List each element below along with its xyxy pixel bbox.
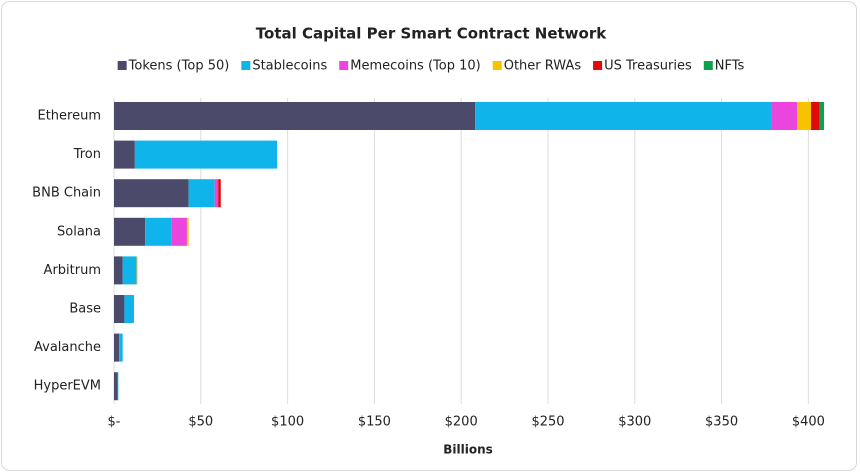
bar-segment [117, 372, 119, 401]
y-tick-label: Avalanche [34, 340, 101, 355]
x-tick-label: $50 [188, 415, 213, 430]
legend-swatch [492, 61, 502, 70]
bar-segment [124, 295, 134, 323]
legend-label: Other RWAs [504, 59, 582, 74]
legend-swatch [593, 61, 603, 70]
x-tick-label: $350 [705, 415, 738, 430]
legend-swatch [117, 61, 127, 70]
bar-segment [797, 102, 811, 130]
y-tick-label: BNB Chain [32, 186, 101, 201]
bar-segment [114, 102, 476, 130]
legend-label: Memecoins (Top 10) [350, 59, 481, 74]
legend-swatch [703, 61, 713, 70]
bar-segment [122, 256, 137, 285]
x-tick-label: $250 [531, 415, 564, 430]
bar-segment [771, 102, 798, 130]
y-tick-label: Arbitrum [44, 263, 101, 278]
legend-label: Stablecoins [252, 59, 327, 74]
bar-segment [145, 217, 172, 246]
legend-label: Tokens (Top 50) [128, 59, 230, 74]
legend-label: US Treasuries [604, 59, 692, 74]
bar-segment [114, 333, 120, 362]
bar-segment [114, 295, 125, 323]
bar-segment [475, 102, 772, 130]
bar-segment [136, 256, 138, 285]
y-tick-label: Solana [57, 224, 101, 239]
x-tick-label: $300 [618, 415, 651, 430]
x-axis-title: Billions [443, 443, 493, 457]
x-tick-label: $400 [792, 415, 825, 430]
bar-segment [134, 140, 278, 169]
bar-segment [114, 372, 118, 401]
bar-segment [188, 179, 215, 208]
x-tick-label: $100 [271, 415, 304, 430]
x-tick-label: $200 [445, 415, 478, 430]
y-tick-label: HyperEVM [34, 379, 101, 394]
bar-segment [214, 179, 219, 208]
bar-segment [114, 140, 135, 169]
chart-title: Total Capital Per Smart Contract Network [256, 25, 607, 43]
bar-segment [119, 333, 123, 362]
bar-segment [810, 102, 820, 130]
bar-segment [819, 102, 825, 130]
legend-swatch [241, 61, 251, 70]
legend: Tokens (Top 50) Stablecoins Memecoins (Top… [117, 59, 745, 74]
y-tick-label: Ethereum [37, 109, 101, 124]
y-tick-label: Tron [73, 147, 101, 162]
x-tick-label: $- [108, 415, 121, 430]
x-tick-label: $150 [358, 415, 391, 430]
legend-swatch [339, 61, 349, 70]
bar-segment [186, 217, 189, 246]
bar-segment [171, 217, 187, 246]
y-tick-label: Base [69, 302, 101, 317]
bar-segment [114, 179, 189, 208]
bar-segment [114, 256, 123, 285]
legend-label: NFTs [715, 59, 745, 74]
bar-segment [218, 179, 221, 208]
bar-segment [114, 217, 146, 246]
